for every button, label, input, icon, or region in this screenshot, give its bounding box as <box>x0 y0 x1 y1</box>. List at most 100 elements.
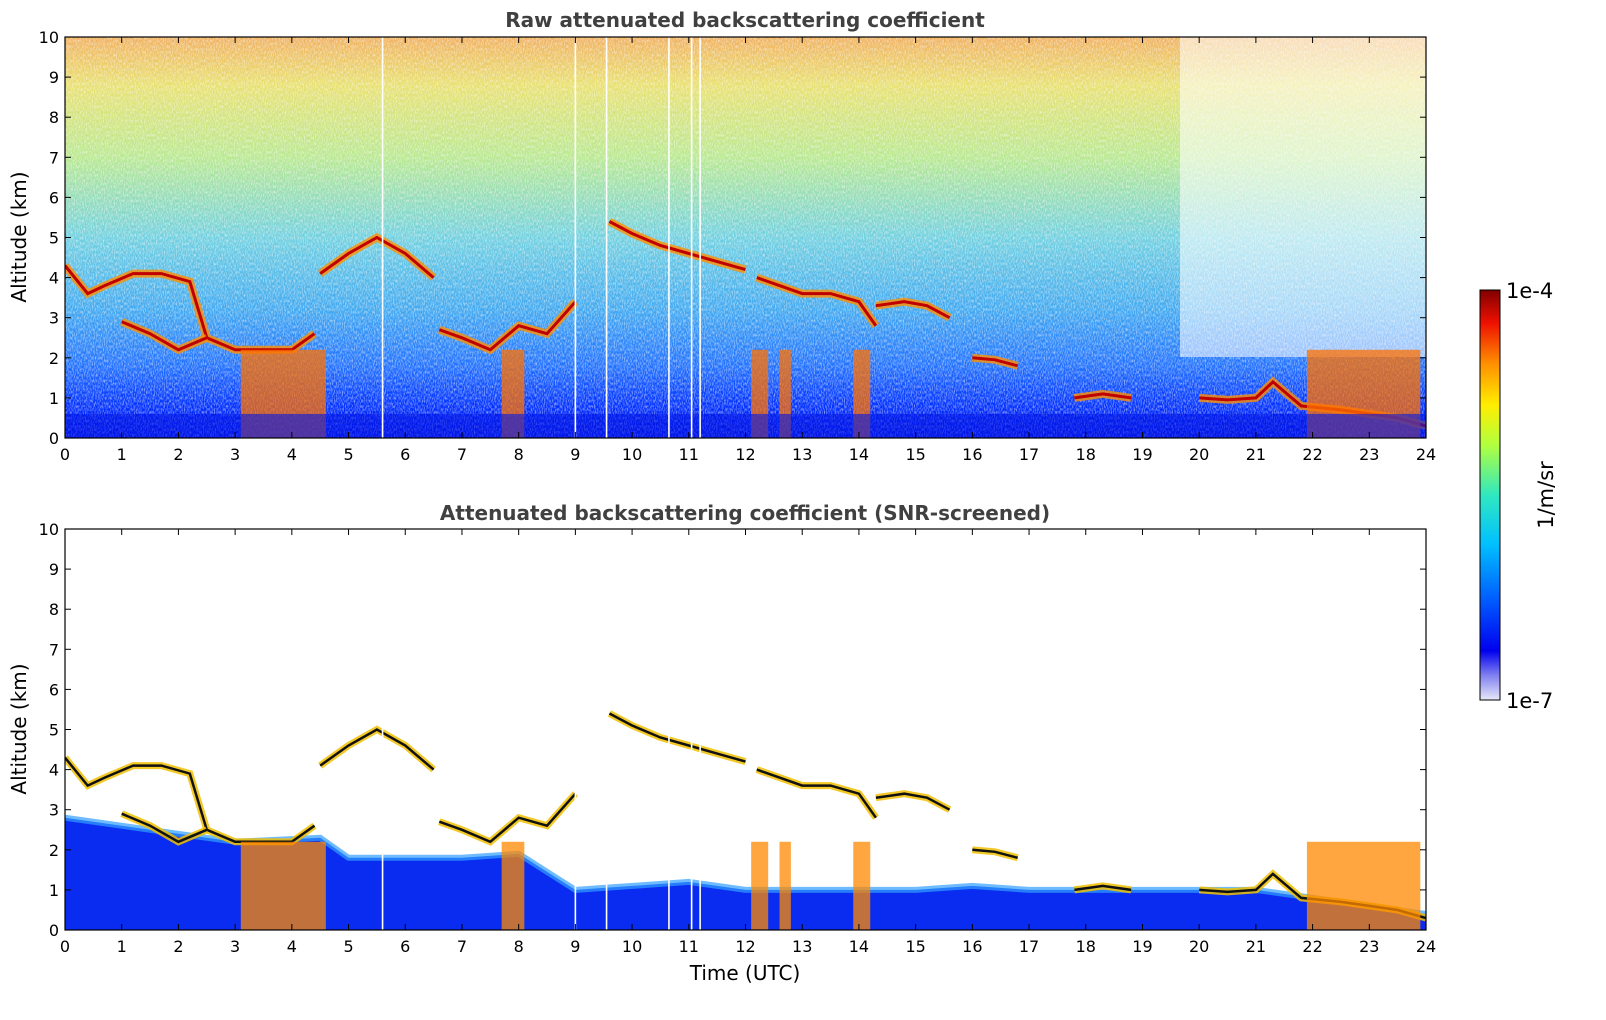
bottom-y-tick-label: 6 <box>49 680 59 699</box>
bottom-y-ticks: 0 1 2 3 4 5 6 7 8 9 10 <box>39 520 1426 940</box>
top-x-tick-label: 22 <box>1302 445 1322 464</box>
cloud-layer-3 <box>438 300 577 352</box>
top-y-tick-label: 0 <box>49 429 59 448</box>
bottom-x-tick-label: 4 <box>287 937 297 956</box>
x-axis-label: Time (UTC) <box>689 961 801 985</box>
bottom-y-tick-label: 1 <box>49 881 59 900</box>
screened-precip-streak-5 <box>1306 841 1421 930</box>
top-y-tick-label: 3 <box>49 309 59 328</box>
top-y-tick-label: 5 <box>49 229 59 248</box>
cloud-layer-4 <box>608 220 746 272</box>
boundary-layer-region <box>65 817 1426 930</box>
bottom-panel-title: Attenuated backscattering coefficient (S… <box>440 501 1050 525</box>
bottom-x-tick-label: 19 <box>1132 937 1152 956</box>
top-x-tick-label: 2 <box>173 445 183 464</box>
top-panel-title: Raw attenuated backscattering coefficien… <box>505 8 985 32</box>
top-x-tick-label: 10 <box>622 445 642 464</box>
bottom-panel-heatmap <box>65 529 1426 930</box>
top-y-tick-label: 1 <box>49 389 59 408</box>
bottom-y-tick-label: 3 <box>49 801 59 820</box>
bottom-x-tick-label: 10 <box>622 937 642 956</box>
top-y-tick-label: 6 <box>49 188 59 207</box>
top-x-tick-label: 13 <box>792 445 812 464</box>
top-x-tick-label: 18 <box>1076 445 1096 464</box>
top-x-tick-label: 16 <box>962 445 982 464</box>
screened-precip-streak-1 <box>501 841 525 930</box>
screened-cloud-edge-6 <box>875 792 951 811</box>
top-x-tick-label: 3 <box>230 445 240 464</box>
screened-precip-streak-3 <box>779 841 791 930</box>
bottom-x-tick-label: 15 <box>905 937 925 956</box>
bottom-y-tick-label: 5 <box>49 721 59 740</box>
cloud-layer-7 <box>972 356 1019 368</box>
precip-streak-3 <box>779 349 791 438</box>
bottom-x-tick-label: 18 <box>1076 937 1096 956</box>
top-x-tick-label: 8 <box>514 445 524 464</box>
top-x-tick-label: 17 <box>1019 445 1039 464</box>
colorbar-max-label: 1e-4 <box>1506 279 1553 303</box>
top-x-tick-label: 20 <box>1189 445 1209 464</box>
top-x-tick-label: 1 <box>117 445 127 464</box>
bottom-x-tick-label: 12 <box>735 937 755 956</box>
bottom-x-tick-label: 24 <box>1416 937 1436 956</box>
top-panel-heatmap <box>65 37 1426 438</box>
cloud-layer-2 <box>319 235 435 279</box>
bottom-x-tick-label: 23 <box>1359 937 1379 956</box>
top-x-tick-label: 9 <box>570 445 580 464</box>
screened-precip-streak-2 <box>751 841 769 930</box>
screened-cloud-edge-8 <box>1074 884 1132 892</box>
colorbar-unit-label: 1/m/sr <box>1534 461 1558 529</box>
bottom-y-tick-label: 7 <box>49 640 59 659</box>
bottom-x-tick-label: 16 <box>962 937 982 956</box>
bottom-x-tick-label: 17 <box>1019 937 1039 956</box>
screened-cloud-edge-5 <box>756 768 877 819</box>
top-x-tick-label: 12 <box>735 445 755 464</box>
bottom-x-tick-label: 6 <box>400 937 410 956</box>
bottom-x-tick-label: 20 <box>1189 937 1209 956</box>
bottom-y-tick-label: 10 <box>39 520 59 539</box>
bottom-x-tick-label: 21 <box>1246 937 1266 956</box>
top-y-tick-label: 4 <box>49 269 59 288</box>
top-y-tick-label: 2 <box>49 349 59 368</box>
cloud-layer-1 <box>121 320 208 352</box>
top-y-tick-label: 7 <box>49 148 59 167</box>
top-x-ticks: 0 1 2 3 4 5 6 7 8 9 10 11 12 13 14 15 16 17 18 19 20 21 22 23 24 <box>60 37 1436 464</box>
top-x-tick-label: 11 <box>679 445 699 464</box>
bottom-x-tick-label: 14 <box>849 937 869 956</box>
bottom-x-tick-label: 5 <box>343 937 353 956</box>
bottom-x-tick-label: 13 <box>792 937 812 956</box>
top-x-tick-label: 14 <box>849 445 869 464</box>
top-x-tick-label: 15 <box>905 445 925 464</box>
screened-cloud-edge-1 <box>121 812 208 844</box>
bottom-x-tick-label: 1 <box>117 937 127 956</box>
screened-precip-streak-0 <box>240 841 326 930</box>
colorbar-min-label: 1e-7 <box>1506 689 1553 713</box>
cloud-layer-6 <box>875 300 951 320</box>
top-x-tick-label: 7 <box>457 445 467 464</box>
top-x-tick-label: 24 <box>1416 445 1436 464</box>
screened-cloud-edge-4 <box>608 712 746 763</box>
bottom-x-tick-label: 22 <box>1302 937 1322 956</box>
screened-precip-streak-4 <box>853 841 871 930</box>
bottom-x-tick-label: 9 <box>570 937 580 956</box>
top-x-tick-label: 19 <box>1132 445 1152 464</box>
bottom-y-axis-label: Altitude (km) <box>7 663 31 794</box>
bottom-panel: 0 1 2 3 4 5 6 7 8 9 10 11 12 13 14 15 16 17 18 19 20 21 22 23 24… <box>7 520 1436 985</box>
bottom-y-tick-label: 8 <box>49 600 59 619</box>
screened-cloud-edge-2 <box>319 728 435 771</box>
top-y-tick-label: 8 <box>49 108 59 127</box>
bottom-x-tick-label: 2 <box>173 937 183 956</box>
top-y-ticks: 0 1 2 3 4 5 6 7 8 9 10 <box>39 28 1426 448</box>
bottom-y-tick-label: 4 <box>49 761 59 780</box>
top-x-tick-label: 21 <box>1246 445 1266 464</box>
bottom-y-tick-label: 9 <box>49 560 59 579</box>
top-x-tick-label: 4 <box>287 445 297 464</box>
cloud-layer-8 <box>1074 392 1132 400</box>
bottom-x-tick-label: 11 <box>679 937 699 956</box>
top-y-tick-label: 9 <box>49 68 59 87</box>
bottom-y-tick-label: 2 <box>49 841 59 860</box>
top-y-axis-label: Altitude (km) <box>7 171 31 302</box>
top-panel: 0 1 2 3 4 5 6 7 8 9 10 11 12 13 14 15 16 17 18 19 20 21 22 23 24… <box>7 28 1436 464</box>
top-x-tick-label: 23 <box>1359 445 1379 464</box>
top-y-tick-label: 10 <box>39 28 59 47</box>
